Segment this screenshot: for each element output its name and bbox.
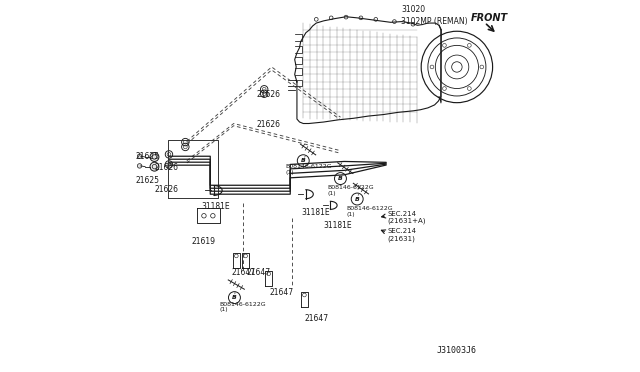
Text: B: B (338, 176, 343, 181)
Text: 31020: 31020 (401, 5, 425, 14)
Text: 31181E: 31181E (201, 202, 230, 211)
Text: B08146-6122G
(1): B08146-6122G (1) (347, 206, 394, 217)
Text: 3102MP (REMAN): 3102MP (REMAN) (401, 17, 468, 26)
Text: 31181E: 31181E (323, 221, 351, 230)
Text: B08146-6122G
(1): B08146-6122G (1) (286, 164, 332, 175)
Text: 21647: 21647 (232, 268, 256, 277)
Text: 21647: 21647 (305, 314, 328, 323)
Text: 31181E: 31181E (301, 208, 330, 217)
Text: 21626: 21626 (257, 90, 281, 99)
Text: 21626: 21626 (257, 120, 281, 129)
Circle shape (150, 162, 159, 171)
Text: 21647: 21647 (269, 288, 293, 296)
Text: SEC.214
(21631): SEC.214 (21631) (388, 228, 417, 242)
Text: B: B (301, 158, 306, 163)
Text: B08146-6122G
(1): B08146-6122G (1) (220, 301, 266, 312)
Text: 21626: 21626 (154, 185, 179, 194)
Text: FRONT: FRONT (471, 13, 508, 23)
Circle shape (138, 154, 142, 158)
Circle shape (138, 164, 142, 168)
Text: 21647: 21647 (246, 268, 271, 277)
Circle shape (150, 153, 159, 161)
Text: 21626: 21626 (154, 163, 179, 172)
Text: B: B (355, 196, 360, 202)
Text: SEC.214
(21631+A): SEC.214 (21631+A) (388, 211, 426, 224)
Text: J31003J6: J31003J6 (436, 346, 476, 355)
Text: B08146-6122G
(1): B08146-6122G (1) (328, 185, 374, 196)
Text: 21625: 21625 (136, 176, 160, 185)
Text: 21625: 21625 (136, 152, 160, 161)
Text: 21619: 21619 (191, 237, 216, 246)
Text: B: B (232, 295, 237, 300)
